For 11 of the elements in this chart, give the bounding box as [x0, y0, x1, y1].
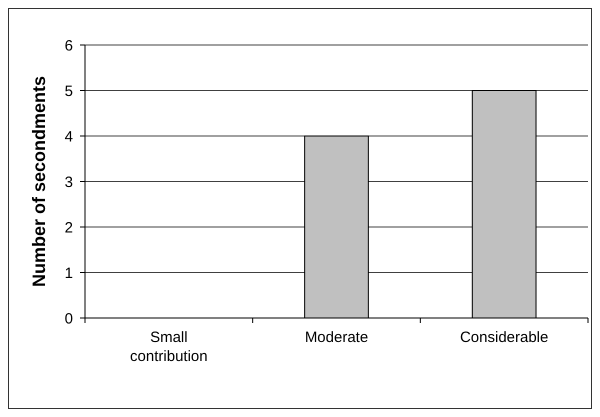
y-tick-label: 2	[64, 219, 73, 236]
y-axis-title: Number of secondments	[29, 76, 49, 288]
y-tick-label: 0	[64, 310, 73, 328]
y-tick-label: 6	[64, 37, 73, 54]
x-tick-label: Moderate	[304, 329, 368, 346]
y-tick-label: 4	[64, 128, 73, 146]
y-tick-label: 1	[64, 264, 73, 282]
y-tick-label: 5	[64, 82, 73, 100]
x-tick-label: Considerable	[460, 329, 548, 346]
x-tick-label: Small contribution	[130, 329, 208, 365]
y-tick-label: 3	[64, 174, 73, 191]
